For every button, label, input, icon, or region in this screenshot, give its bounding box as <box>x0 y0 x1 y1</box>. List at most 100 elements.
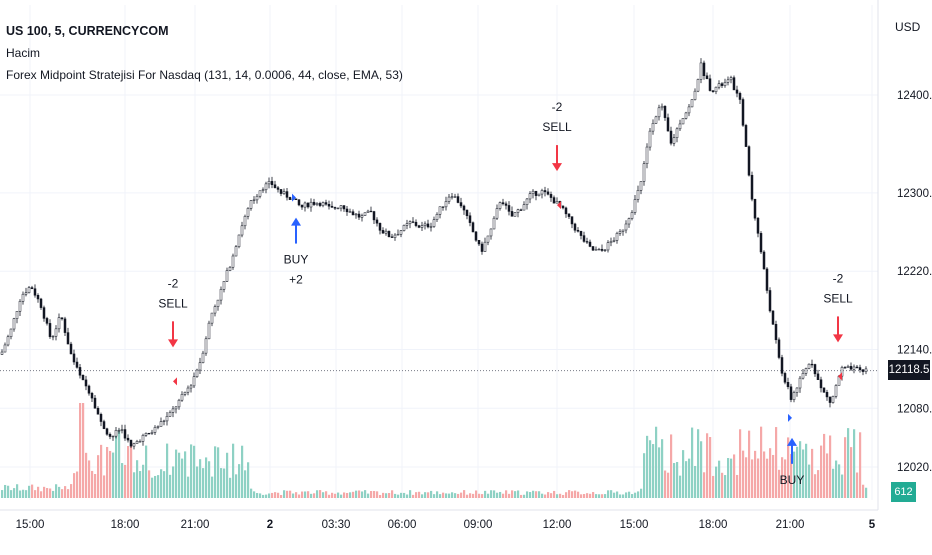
volume-bar <box>277 492 280 498</box>
volume-bar <box>169 474 172 498</box>
volume-bar <box>529 492 532 498</box>
volume-bar <box>40 491 43 498</box>
candle-body <box>12 318 16 330</box>
candle-body <box>450 196 454 198</box>
volume-bar <box>541 493 544 498</box>
candle-body <box>48 323 52 337</box>
volume-bar <box>250 488 253 498</box>
volume-bar <box>538 491 541 498</box>
volume-bar <box>349 492 352 498</box>
candle-body <box>165 416 169 422</box>
candle-body <box>633 199 637 213</box>
volume-bar <box>613 492 616 498</box>
candle-body <box>537 193 541 196</box>
volume-bar <box>799 441 802 498</box>
volume-bar <box>598 494 601 498</box>
candle-body <box>237 234 241 247</box>
volume-bar <box>757 458 760 498</box>
volume-bar <box>238 464 241 498</box>
candle-body <box>51 335 55 338</box>
buy-marker-icon <box>788 413 792 422</box>
candle-body <box>408 221 412 224</box>
volume-bar <box>754 450 757 498</box>
candle-body <box>219 289 223 301</box>
candle-body <box>63 318 67 333</box>
candle-body <box>279 189 283 194</box>
volume-bar <box>718 460 721 498</box>
candle-body <box>540 190 544 195</box>
signal-label: -2 <box>168 276 179 290</box>
volume-bar <box>7 485 10 498</box>
candle-body <box>507 205 511 212</box>
candle-body <box>561 205 565 209</box>
time-tick-label: 09:00 <box>464 519 493 531</box>
volume-bar <box>625 492 628 498</box>
volume-bar <box>364 490 367 498</box>
candle-body <box>42 307 46 319</box>
candle-body <box>171 408 175 413</box>
candle-body <box>591 246 595 251</box>
volume-bar <box>43 486 46 498</box>
volume-bar <box>724 475 727 498</box>
volume-bar <box>232 443 235 498</box>
candle-body <box>0 351 4 355</box>
volume-bar <box>301 491 304 498</box>
volume-bar <box>181 458 184 498</box>
volume-bar <box>787 437 790 498</box>
volume-bar <box>583 494 586 498</box>
candle-body <box>258 190 262 197</box>
volume-indicator-label[interactable]: Hacim <box>6 46 41 60</box>
currency-label[interactable]: USD <box>895 20 921 34</box>
price-tick-label: 12080.0 <box>897 403 932 415</box>
volume-bar <box>472 493 475 498</box>
volume-bar <box>373 490 376 498</box>
volume-bar <box>568 490 571 498</box>
strategy-label[interactable]: Forex Midpoint Stratejisi For Nasdaq (13… <box>6 64 403 86</box>
volume-bar <box>844 437 847 498</box>
symbol-title[interactable]: US 100, 5, CURRENCYCOM <box>6 24 169 38</box>
volume-bar <box>268 493 271 498</box>
signal-label: -2 <box>552 100 563 114</box>
candle-body <box>183 391 187 395</box>
signal-label: BUY <box>284 253 309 267</box>
volume-bar <box>535 491 538 498</box>
candle-body <box>693 90 697 100</box>
candle-body <box>234 246 238 257</box>
candle-body <box>828 396 832 403</box>
volume-bar <box>748 430 751 498</box>
sell-arrow-head-icon <box>168 339 178 348</box>
volume-bar <box>865 487 868 498</box>
volume-bar <box>328 494 331 498</box>
volume-bar <box>49 488 52 498</box>
candle-body <box>516 209 520 213</box>
candle-body <box>57 317 61 330</box>
candle-body <box>81 374 85 381</box>
candle-body <box>180 394 184 401</box>
volume-bar <box>619 494 622 498</box>
signal-label: SELL <box>542 120 572 134</box>
candle-body <box>678 123 682 130</box>
volume-bar <box>415 492 418 498</box>
time-tick-label: 15:00 <box>16 519 45 531</box>
candle-body <box>699 62 703 80</box>
candle-body <box>147 432 151 435</box>
time-tick-label: 03:30 <box>322 519 351 531</box>
volume-bar <box>769 448 772 498</box>
volume-bar <box>466 494 469 498</box>
candle-body <box>609 241 613 243</box>
candle-body <box>747 146 751 176</box>
candle-body <box>309 201 313 208</box>
candle-body <box>84 379 88 387</box>
volume-bar <box>862 484 865 498</box>
volume-bar <box>310 493 313 498</box>
volume-bar <box>493 490 496 498</box>
volume-bar <box>760 426 763 498</box>
volume-bar <box>802 449 805 498</box>
candle-body <box>744 125 748 147</box>
volume-bar <box>511 490 514 498</box>
volume-bar <box>388 493 391 498</box>
candle-body <box>642 163 646 182</box>
candle-body <box>810 363 814 366</box>
